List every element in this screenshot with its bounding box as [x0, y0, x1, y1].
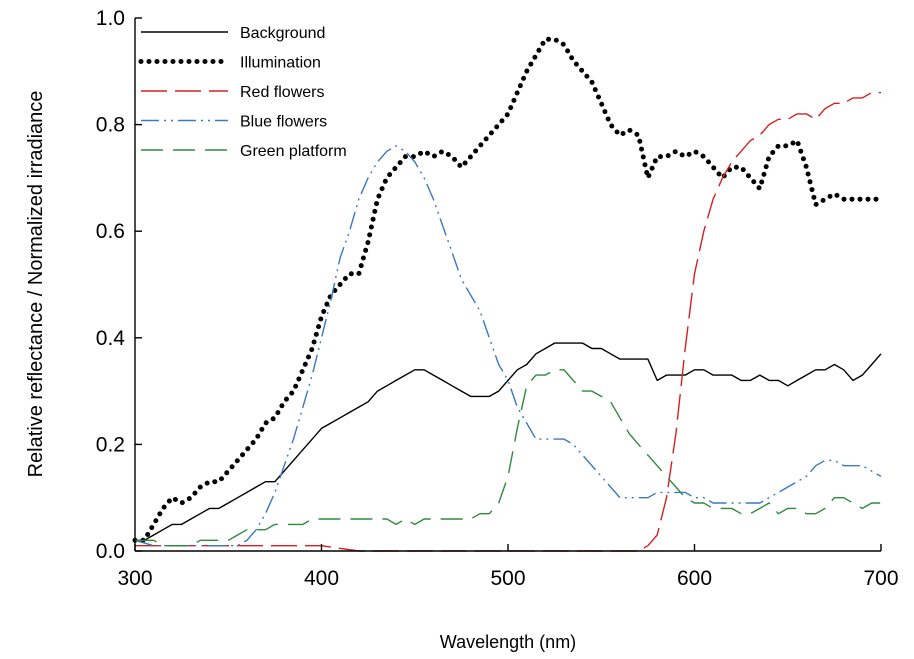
x-tick-label: 700	[863, 567, 898, 590]
x-tick-label: 500	[490, 567, 525, 590]
x-axis-title: Wavelength (nm)	[440, 632, 576, 652]
legend-label: Green platform	[240, 143, 347, 160]
legend-label: Background	[240, 25, 325, 42]
x-tick-label: 400	[304, 567, 339, 590]
legend-label: Blue flowers	[240, 114, 327, 131]
y-tick-label: 0.4	[96, 327, 126, 350]
legend-label: Illumination	[240, 55, 321, 72]
ticks: 0.0 0.2 0.4 0.6 0.8 1.0 300 400 500 600 700	[96, 7, 899, 590]
y-tick-label: 1.0	[96, 7, 125, 30]
y-axis-title: Relative reflectance / Normalized irradi…	[25, 91, 47, 478]
y-tick-label: 0.0	[96, 540, 125, 563]
x-tick-label: 600	[677, 567, 712, 590]
y-tick-label: 0.2	[96, 433, 125, 456]
series-line-background	[135, 342, 882, 541]
series-line-blue-flowers	[134, 145, 882, 547]
x-tick-label: 300	[117, 567, 152, 590]
legend-label: Red flowers	[240, 84, 324, 101]
series-line-illumination	[132, 36, 884, 543]
legend: Background Illumination Red flowers Blue fl…	[138, 25, 347, 160]
y-tick-label: 0.8	[96, 114, 125, 137]
series-line-green-platform	[135, 369, 881, 547]
y-tick-label: 0.6	[96, 220, 125, 243]
